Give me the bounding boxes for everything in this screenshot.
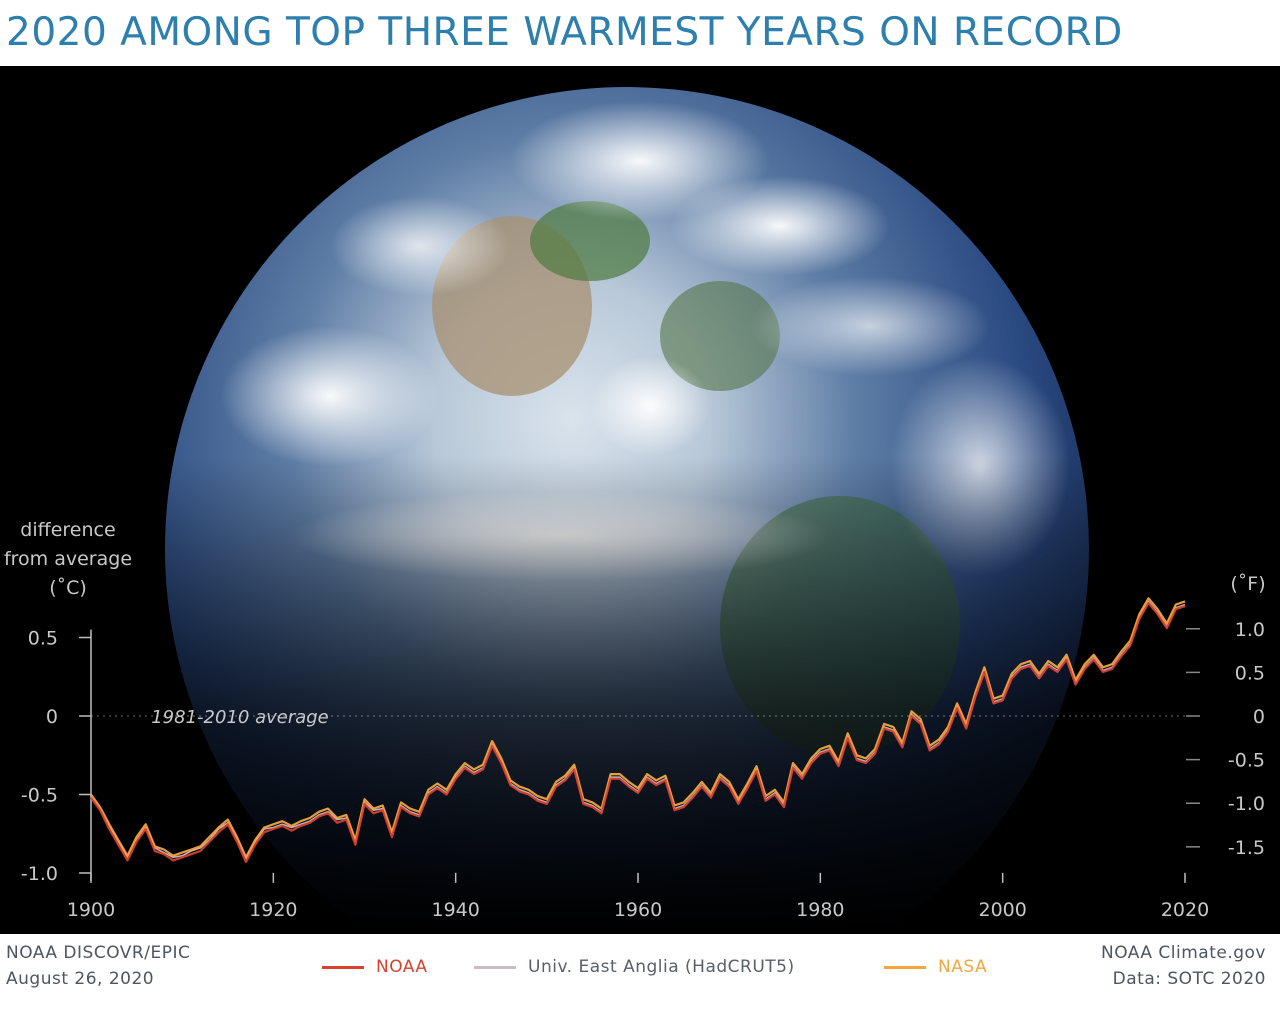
y-axis-left-label-line: (˚C)	[49, 577, 87, 599]
y-tick-label-left: 0.5	[28, 628, 58, 650]
y-axis-left-label-line: from average	[4, 548, 132, 570]
legend-label-hadcrut: Univ. East Anglia (HadCRUT5)	[528, 957, 795, 977]
earth-globe	[160, 87, 1100, 934]
x-tick-label: 1980	[796, 899, 844, 921]
y-axis-right-label: (˚F)	[1230, 573, 1265, 595]
y-tick-label-left: 0	[46, 706, 58, 728]
y-tick-label-left: -0.5	[21, 785, 58, 807]
legend-item-hadcrut: Univ. East Anglia (HadCRUT5)	[474, 954, 795, 980]
legend-label-nasa: NASA	[938, 957, 988, 977]
series-lines	[90, 597, 1186, 864]
x-tick-label: 2000	[978, 899, 1026, 921]
chart-scene: difference from average (˚C) 0.5 0 -0.5 -1.0 (˚…	[0, 66, 1280, 934]
baseline-label: 1981-2010 average	[151, 707, 329, 728]
data-source-line1: NOAA Climate.gov	[1100, 943, 1266, 963]
image-credit-line1: NOAA DISCOVR/EPIC	[6, 943, 191, 963]
x-tick-label: 1940	[431, 899, 479, 921]
data-source: NOAA Climate.gov Data: SOTC 2020	[1101, 940, 1266, 992]
y-tick-label-right: -1.0	[1228, 793, 1265, 815]
legend-swatch-nasa	[884, 965, 926, 969]
page-title: 2020 AMONG TOP THREE WARMEST YEARS ON RE…	[6, 10, 1123, 55]
y-tick-label-right: 1.0	[1235, 619, 1265, 641]
x-tick-label: 1900	[67, 899, 115, 921]
legend-label-noaa: NOAA	[376, 957, 428, 977]
legend-swatch-noaa	[322, 965, 364, 969]
image-credit: NOAA DISCOVR/EPIC August 26, 2020	[6, 940, 190, 992]
legend-item-nasa: NASA	[884, 954, 987, 980]
temperature-chart: difference from average (˚C) 0.5 0 -0.5 -1.0 (˚…	[4, 87, 1266, 934]
series-line-noaa	[90, 601, 1186, 864]
y-tick-label-left: -1.0	[21, 863, 58, 885]
x-tick-label: 2020	[1161, 899, 1209, 921]
y-tick-label-right: -0.5	[1228, 750, 1265, 772]
image-credit-line2: August 26, 2020	[6, 969, 155, 989]
title-bar: 2020 AMONG TOP THREE WARMEST YEARS ON RE…	[0, 0, 1280, 66]
x-tick-label: 1920	[249, 899, 297, 921]
y-tick-label-right: 0.5	[1235, 662, 1265, 684]
legend-item-noaa: NOAA	[322, 954, 428, 980]
y-tick-label-right: 0	[1253, 706, 1265, 728]
footer: NOAA DISCOVR/EPIC August 26, 2020 NOAA U…	[0, 934, 1280, 1012]
legend-swatch-hadcrut	[474, 965, 516, 969]
chart-axes: difference from average (˚C) 0.5 0 -0.5 -1.0 (˚…	[4, 519, 1266, 921]
y-tick-label-right: -1.5	[1228, 837, 1265, 859]
data-source-line2: Data: SOTC 2020	[1112, 969, 1266, 989]
series-line-nasa	[90, 597, 1186, 859]
x-tick-label: 1960	[614, 899, 662, 921]
y-axis-left-label-line: difference	[20, 519, 115, 541]
